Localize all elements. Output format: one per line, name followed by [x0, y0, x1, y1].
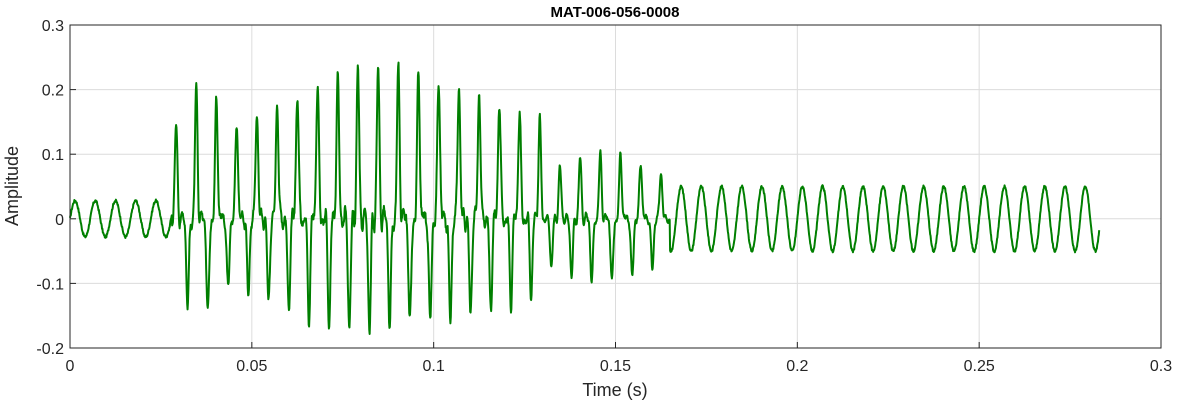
waveform-series-line	[69, 61, 1101, 335]
x-axis-label: Time (s)	[582, 380, 647, 400]
y-axis-label: Amplitude	[2, 146, 22, 226]
y-tick-label: 0	[55, 212, 64, 229]
data-layer	[69, 61, 1101, 335]
x-tick-label: 0.2	[786, 358, 808, 375]
chart-title: MAT-006-056-0008	[551, 4, 680, 21]
x-tick-label: 0.25	[964, 358, 995, 375]
x-tick-label: 0.05	[236, 358, 267, 375]
y-tick-label: 0.3	[42, 18, 64, 35]
y-tick-label: 0.1	[42, 147, 64, 164]
tick-marks	[69, 24, 1162, 349]
y-tick-labels: -0.2 -0.1 0 0.1 0.2 0.3	[36, 18, 64, 358]
x-tick-label: 0.3	[1150, 358, 1172, 375]
x-tick-labels: 0 0.05 0.1 0.15 0.2 0.25 0.3	[66, 358, 1173, 375]
x-tick-label: 0.1	[423, 358, 445, 375]
y-tick-label: -0.2	[36, 341, 64, 358]
x-tick-label: 0	[66, 358, 75, 375]
y-tick-label: -0.1	[36, 276, 64, 293]
y-tick-label: 0.2	[42, 83, 64, 100]
x-tick-label: 0.15	[600, 358, 631, 375]
